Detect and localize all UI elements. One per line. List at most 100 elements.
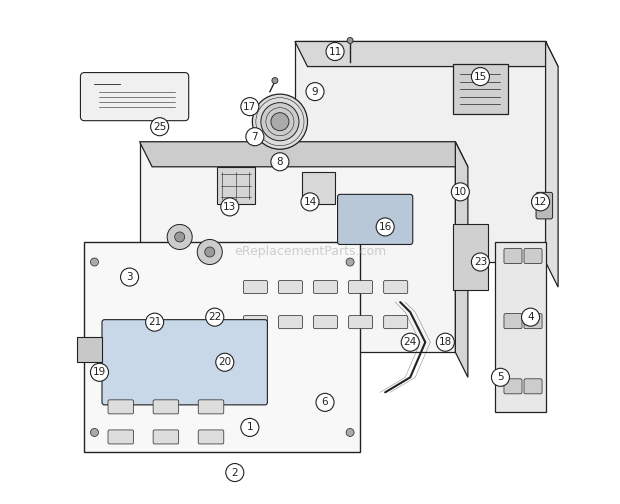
FancyBboxPatch shape xyxy=(153,430,179,444)
FancyBboxPatch shape xyxy=(278,281,303,294)
FancyBboxPatch shape xyxy=(198,400,224,414)
Circle shape xyxy=(216,353,234,371)
FancyBboxPatch shape xyxy=(384,316,408,329)
Text: 7: 7 xyxy=(252,132,258,142)
Text: 21: 21 xyxy=(148,317,161,327)
Text: 6: 6 xyxy=(322,397,329,407)
Circle shape xyxy=(241,98,259,115)
Circle shape xyxy=(451,183,469,201)
Circle shape xyxy=(241,418,259,436)
Text: 20: 20 xyxy=(218,357,231,367)
Circle shape xyxy=(167,224,192,249)
Circle shape xyxy=(271,153,289,171)
Text: 13: 13 xyxy=(223,202,236,212)
Circle shape xyxy=(436,333,454,351)
Text: 23: 23 xyxy=(474,257,487,267)
Circle shape xyxy=(271,113,289,131)
FancyBboxPatch shape xyxy=(243,316,267,329)
FancyBboxPatch shape xyxy=(77,337,102,362)
Circle shape xyxy=(221,198,239,216)
Circle shape xyxy=(205,247,215,257)
FancyBboxPatch shape xyxy=(504,313,522,329)
Circle shape xyxy=(151,117,169,136)
Polygon shape xyxy=(546,41,558,287)
Text: 14: 14 xyxy=(303,197,317,207)
Text: 1: 1 xyxy=(247,422,253,432)
Text: 2: 2 xyxy=(231,468,238,477)
Text: 12: 12 xyxy=(534,197,547,207)
Circle shape xyxy=(531,193,549,211)
Circle shape xyxy=(306,83,324,101)
Circle shape xyxy=(471,253,489,271)
Polygon shape xyxy=(84,242,360,453)
Polygon shape xyxy=(295,41,546,262)
FancyBboxPatch shape xyxy=(81,73,188,120)
Polygon shape xyxy=(140,142,468,167)
FancyBboxPatch shape xyxy=(524,379,542,394)
Circle shape xyxy=(316,393,334,411)
Circle shape xyxy=(91,258,99,266)
Text: 8: 8 xyxy=(277,157,283,167)
FancyBboxPatch shape xyxy=(217,167,255,205)
Text: 15: 15 xyxy=(474,72,487,82)
FancyBboxPatch shape xyxy=(524,248,542,264)
Text: 24: 24 xyxy=(404,337,417,347)
Circle shape xyxy=(326,42,344,60)
FancyBboxPatch shape xyxy=(314,316,337,329)
Text: 10: 10 xyxy=(454,187,467,197)
FancyBboxPatch shape xyxy=(504,379,522,394)
FancyBboxPatch shape xyxy=(536,193,552,219)
FancyBboxPatch shape xyxy=(153,400,179,414)
Circle shape xyxy=(175,232,185,242)
Text: 3: 3 xyxy=(126,272,133,282)
Text: 22: 22 xyxy=(208,312,221,322)
Text: 11: 11 xyxy=(329,46,342,56)
Circle shape xyxy=(246,128,264,146)
Circle shape xyxy=(492,368,510,387)
Circle shape xyxy=(346,428,354,436)
FancyBboxPatch shape xyxy=(303,172,335,205)
Text: 18: 18 xyxy=(439,337,452,347)
Circle shape xyxy=(346,258,354,266)
FancyBboxPatch shape xyxy=(337,195,413,244)
Polygon shape xyxy=(295,41,558,67)
Text: 19: 19 xyxy=(93,367,106,377)
Circle shape xyxy=(197,239,223,265)
Circle shape xyxy=(91,363,108,382)
Circle shape xyxy=(226,464,244,481)
FancyBboxPatch shape xyxy=(243,281,267,294)
FancyBboxPatch shape xyxy=(453,64,508,114)
FancyBboxPatch shape xyxy=(348,316,373,329)
Text: 25: 25 xyxy=(153,121,166,132)
Circle shape xyxy=(376,218,394,236)
Polygon shape xyxy=(495,242,546,412)
FancyBboxPatch shape xyxy=(278,316,303,329)
Circle shape xyxy=(301,193,319,211)
FancyBboxPatch shape xyxy=(198,430,224,444)
FancyBboxPatch shape xyxy=(348,281,373,294)
Circle shape xyxy=(261,103,299,141)
FancyBboxPatch shape xyxy=(453,224,488,290)
Text: 17: 17 xyxy=(243,102,257,112)
Text: 5: 5 xyxy=(497,372,504,383)
FancyBboxPatch shape xyxy=(102,320,267,405)
Circle shape xyxy=(401,333,419,351)
Circle shape xyxy=(272,78,278,84)
Polygon shape xyxy=(455,142,468,377)
FancyBboxPatch shape xyxy=(108,400,133,414)
FancyBboxPatch shape xyxy=(108,430,133,444)
FancyBboxPatch shape xyxy=(314,281,337,294)
Polygon shape xyxy=(140,142,455,352)
Circle shape xyxy=(206,308,224,326)
Text: eReplacementParts.com: eReplacementParts.com xyxy=(234,245,386,259)
Circle shape xyxy=(252,94,308,149)
Text: 9: 9 xyxy=(312,87,318,97)
Circle shape xyxy=(347,37,353,43)
Circle shape xyxy=(146,313,164,331)
Circle shape xyxy=(471,68,489,86)
Circle shape xyxy=(521,308,539,326)
Text: 16: 16 xyxy=(379,222,392,232)
FancyBboxPatch shape xyxy=(504,248,522,264)
FancyBboxPatch shape xyxy=(384,281,408,294)
Circle shape xyxy=(91,428,99,436)
